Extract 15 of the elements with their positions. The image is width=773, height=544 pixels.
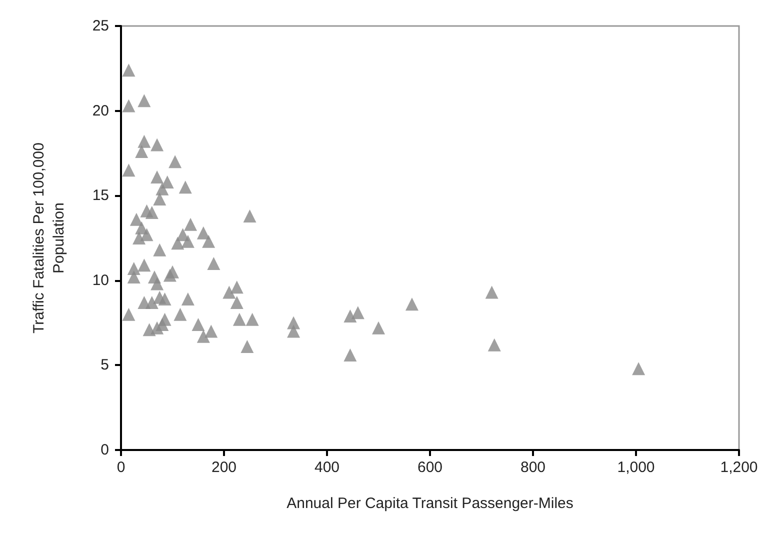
x-axis-title: Annual Per Capita Transit Passenger-Miles — [286, 495, 574, 512]
y-axis-title: Traffic Fatalities Per 100,000 Population — [30, 142, 68, 334]
y-tick-label: 10 — [92, 272, 109, 289]
x-tick-label: 1,200 — [720, 459, 758, 476]
y-tick-label: 15 — [92, 187, 109, 204]
x-tick-label: 400 — [314, 459, 340, 476]
x-tick-label: 600 — [417, 459, 443, 476]
x-tick-label: 800 — [520, 459, 546, 476]
y-tick-label: 5 — [100, 356, 109, 374]
x-tick-label: 200 — [211, 459, 237, 476]
y-tick-label: 25 — [92, 18, 109, 34]
x-tick-label: 0 — [116, 459, 126, 476]
y-tick-label: 0 — [100, 442, 109, 458]
x-tick-label: 1,000 — [617, 459, 655, 476]
y-tick-label: 20 — [92, 102, 109, 120]
